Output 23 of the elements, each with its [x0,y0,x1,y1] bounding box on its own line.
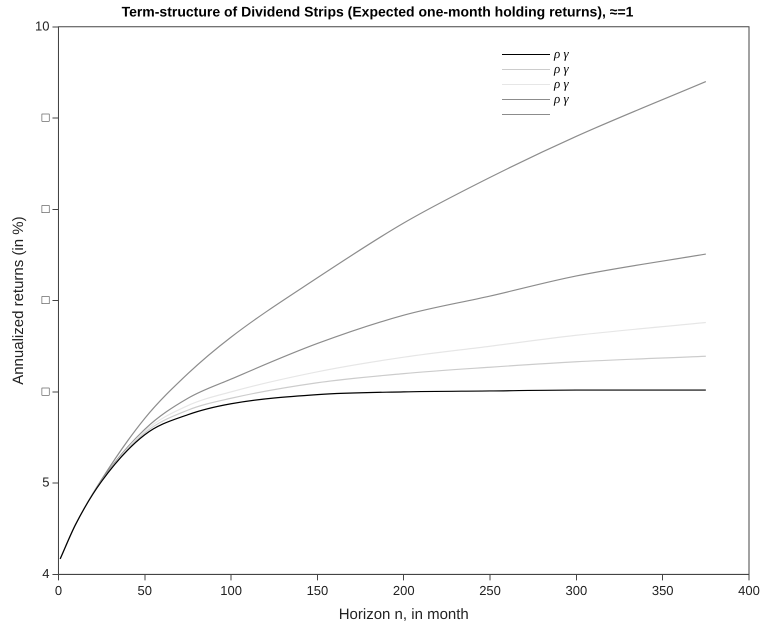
legend-label: ρ γ [554,46,569,62]
x-tick-label: 400 [738,582,760,598]
y-tick-label: 5 [42,474,50,490]
y-tick-label: □ [42,200,50,216]
x-tick-label: 50 [138,582,152,598]
x-tick-label: 100 [220,582,242,598]
y-axis-title: Annualized returns (in %) [10,216,28,385]
x-tick-label: 250 [479,582,501,598]
x-tick-label: 200 [392,582,415,598]
y-tick-label: 10 [34,18,50,34]
legend-label: ρ γ [554,76,569,92]
y-tick-label: □ [42,383,50,398]
x-tick-label: 350 [652,582,674,598]
y-tick-label: □ [42,110,50,125]
x-tick-label: 0 [54,582,62,598]
x-tick-label: 150 [306,582,328,598]
x-axis-title: Horizon n, in month [338,606,469,624]
y-tick-label: 4 [42,566,50,581]
legend-label: ρ γ [554,61,569,78]
y-tick-label: □ [42,292,50,308]
legend-label: ρ γ [554,91,569,108]
chart-title: Term-structure of Dividend Strips (Expected one-month holding returns), ≈=1 [122,3,634,20]
x-tick-label: 300 [566,582,588,598]
